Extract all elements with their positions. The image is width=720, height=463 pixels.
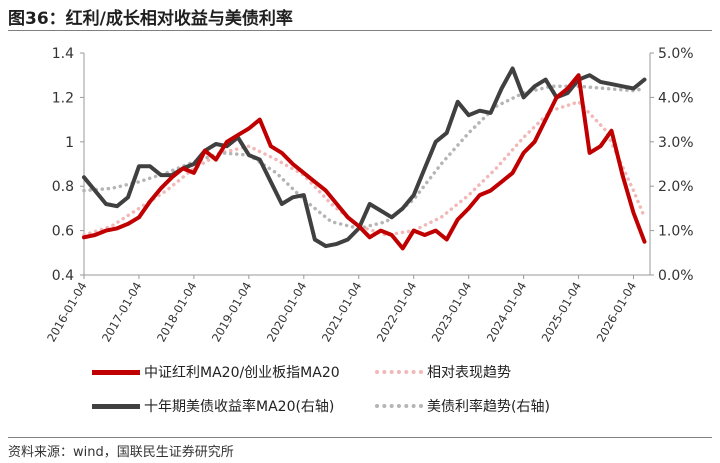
legend-swatch-us10y xyxy=(92,403,140,409)
left-tick-label: 1 xyxy=(65,135,74,151)
legend-swatch-us-rate-trend xyxy=(375,404,423,408)
legend-swatch-dividend-ratio xyxy=(92,369,140,375)
left-tick-label: 0.4 xyxy=(52,268,74,284)
x-tick-label: 2016-01-04 xyxy=(44,280,90,345)
right-tick-label: 2.0% xyxy=(658,179,694,195)
x-tick-label: 2026-01-04 xyxy=(594,280,640,345)
left-tick-label: 0.6 xyxy=(52,224,74,240)
chart-title: 图36：红利/成长相对收益与美债利率 xyxy=(8,9,293,29)
x-tick-label: 2018-01-04 xyxy=(154,280,200,345)
legend-item-us-rate-trend: 美债利率趋势(右轴) xyxy=(375,396,550,416)
right-tick-label: 0.0% xyxy=(658,268,694,284)
left-tick-label: 0.8 xyxy=(52,179,74,195)
legend-label-us-rate-trend: 美债利率趋势(右轴) xyxy=(427,399,550,415)
legend-item-dividend-ratio: 中证红利MA20/创业板指MA20 xyxy=(92,362,340,382)
chart-canvas: 0.4 0.6 0.8 1 1.2 1.4 0.0% 1.0% 2.0% 3.0% 4.0% 5.0%… xyxy=(44,46,694,345)
source-divider xyxy=(8,437,712,438)
x-tick-label: 2020-01-04 xyxy=(264,280,310,345)
right-tick-label: 3.0% xyxy=(658,135,694,151)
x-tick-label: 2017-01-04 xyxy=(99,280,145,345)
x-tick-label: 2025-01-04 xyxy=(539,280,585,345)
left-tick-label: 1.2 xyxy=(52,90,74,106)
x-tick-label: 2019-01-04 xyxy=(209,280,255,345)
series-relative-trend-line xyxy=(82,100,647,237)
x-tick-label: 2022-01-04 xyxy=(374,280,420,345)
legend-label-relative-trend: 相对表现趋势 xyxy=(427,365,511,381)
series-dividend-ratio-line xyxy=(82,73,647,251)
legend-label-dividend-ratio: 中证红利MA20/创业板指MA20 xyxy=(144,365,340,381)
title-divider xyxy=(8,30,712,31)
right-tick-label: 4.0% xyxy=(658,90,694,106)
source-note: 资料来源：wind，国联民生证券研究所 xyxy=(8,445,234,460)
legend-item-us10y: 十年期美债收益率MA20(右轴) xyxy=(92,396,334,416)
series-us-rate-trend-line xyxy=(82,84,647,231)
legend-label-us10y: 十年期美债收益率MA20(右轴) xyxy=(144,399,335,415)
legend-item-relative-trend: 相对表现趋势 xyxy=(375,362,511,382)
left-tick-label: 1.4 xyxy=(52,46,74,62)
legend-swatch-relative-trend xyxy=(375,370,423,374)
x-tick-label: 2024-01-04 xyxy=(484,280,530,345)
x-tick-label: 2021-01-04 xyxy=(319,280,365,345)
right-tick-label: 5.0% xyxy=(658,46,694,62)
right-tick-label: 1.0% xyxy=(658,224,694,240)
x-tick-label: 2023-01-04 xyxy=(429,279,475,344)
